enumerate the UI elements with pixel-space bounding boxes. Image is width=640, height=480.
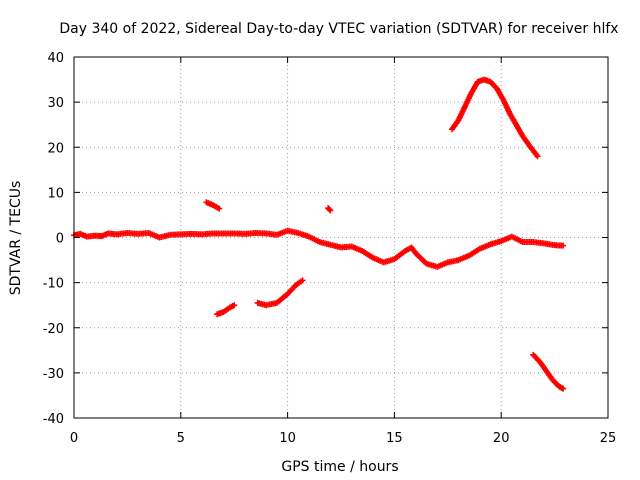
series-arc-mid — [203, 199, 223, 212]
x-axis-ticks: 0 5 10 15 20 25 — [70, 57, 616, 446]
x-tick-label: 20 — [493, 431, 510, 446]
y-axis-label: SDTVAR / TECUs — [8, 181, 24, 296]
y-tick-label: 10 — [47, 186, 64, 201]
series-spot — [325, 205, 334, 214]
data-point — [560, 385, 567, 392]
x-tick-label: 0 — [70, 431, 78, 446]
x-tick-label: 25 — [600, 431, 617, 446]
y-tick-label: 0 — [56, 232, 64, 247]
y-tick-label: -30 — [43, 367, 64, 382]
y-axis-ticks: -40 -30 -20 -10 0 10 20 30 40 — [43, 51, 608, 427]
series-main — [71, 227, 567, 270]
y-tick-label: -40 — [43, 412, 64, 427]
data-point — [326, 206, 333, 213]
y-tick-label: 40 — [47, 51, 64, 66]
data-point — [560, 242, 567, 249]
data-series — [71, 76, 567, 392]
x-tick-label: 15 — [386, 431, 403, 446]
data-point — [299, 277, 306, 284]
series-arc-fall — [530, 351, 567, 392]
x-axis-label: GPS time / hours — [281, 459, 398, 475]
y-tick-label: -10 — [43, 277, 64, 292]
data-point — [231, 302, 238, 309]
series-arc-rise — [449, 76, 541, 160]
series-arc-low-1 — [214, 302, 238, 318]
data-point — [327, 207, 334, 214]
series-arc-low-2 — [254, 277, 306, 309]
y-tick-label: 30 — [47, 96, 64, 111]
y-tick-label: 20 — [47, 141, 64, 156]
chart-title: Day 340 of 2022, Sidereal Day-to-day VTE… — [59, 21, 618, 37]
x-tick-label: 5 — [177, 431, 185, 446]
y-tick-label: -20 — [43, 322, 64, 337]
x-tick-label: 10 — [279, 431, 296, 446]
data-point — [534, 153, 541, 160]
data-point — [216, 205, 223, 212]
